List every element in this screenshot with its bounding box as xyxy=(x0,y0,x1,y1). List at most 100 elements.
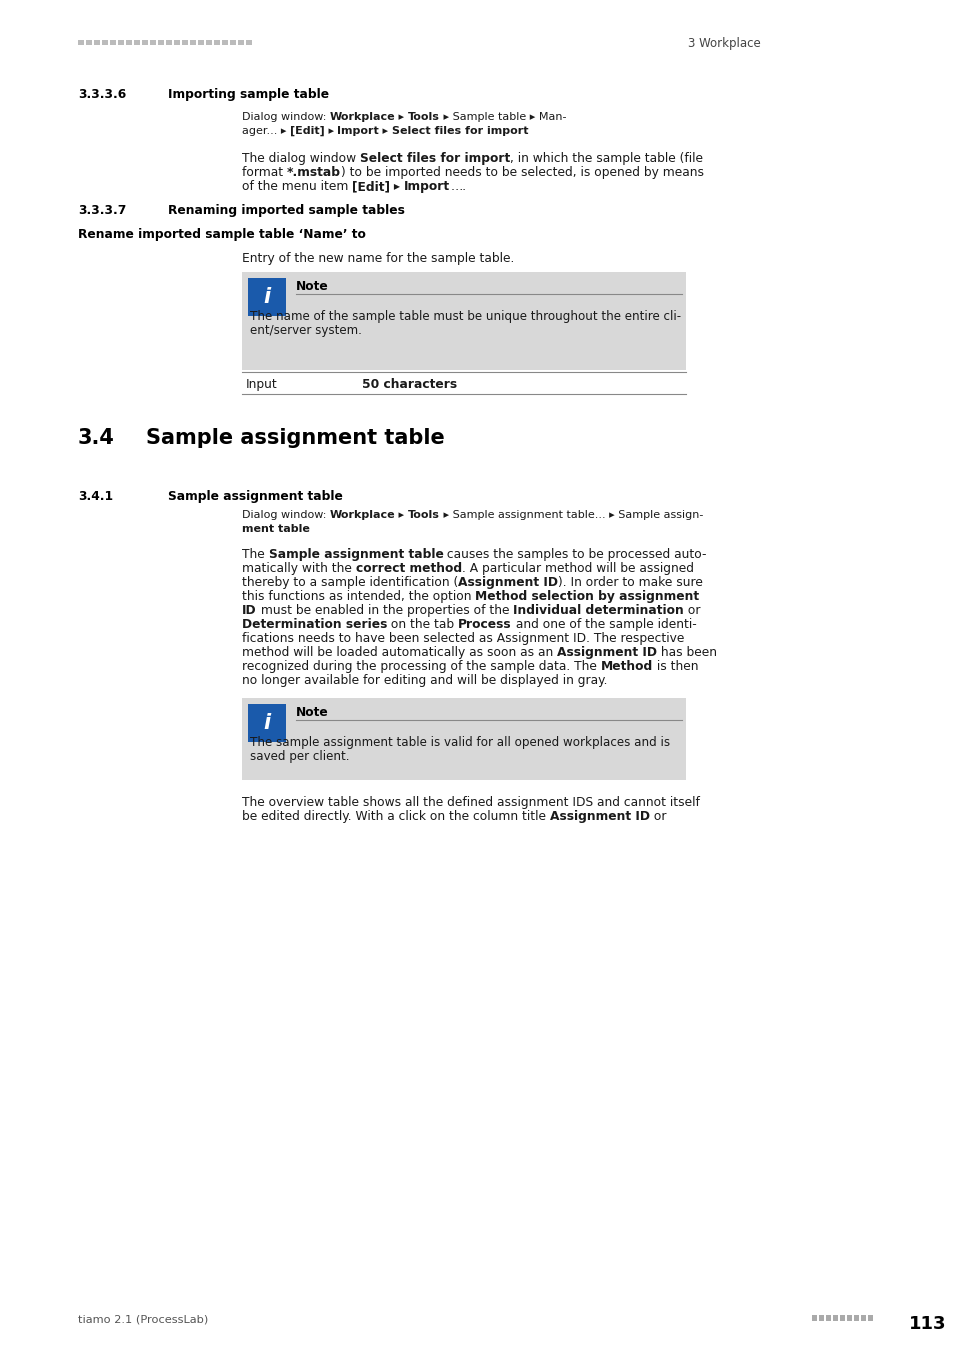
Text: recognized during the processing of the sample data. The: recognized during the processing of the … xyxy=(242,660,600,674)
Bar xyxy=(86,39,91,45)
Text: Tools: Tools xyxy=(408,510,439,520)
Text: i: i xyxy=(263,713,271,733)
Bar xyxy=(832,1315,837,1322)
Text: Entry of the new name for the sample table.: Entry of the new name for the sample tab… xyxy=(242,252,514,265)
Bar xyxy=(206,39,212,45)
Text: ID: ID xyxy=(242,603,256,617)
Bar xyxy=(248,703,286,742)
Bar xyxy=(158,39,164,45)
Text: or: or xyxy=(649,810,666,824)
Text: [Edit]: [Edit] xyxy=(290,126,324,136)
Text: Sample assignment table: Sample assignment table xyxy=(146,428,444,448)
Text: matically with the: matically with the xyxy=(242,562,355,575)
Text: Renaming imported sample tables: Renaming imported sample tables xyxy=(168,204,404,217)
Text: Method: Method xyxy=(600,660,652,674)
Text: correct method: correct method xyxy=(355,562,461,575)
Text: Importing sample table: Importing sample table xyxy=(168,88,329,101)
Text: ▸: ▸ xyxy=(378,126,392,136)
Text: The sample assignment table is valid for all opened workplaces and is: The sample assignment table is valid for… xyxy=(250,736,669,749)
Text: on the tab: on the tab xyxy=(387,618,457,630)
Text: Assignment ID: Assignment ID xyxy=(557,647,657,659)
Text: method will be loaded automatically as soon as an: method will be loaded automatically as s… xyxy=(242,647,557,659)
Text: Input: Input xyxy=(246,378,277,392)
Text: is then: is then xyxy=(652,660,698,674)
Bar xyxy=(94,39,100,45)
Text: ▸ Sample table ▸ Man-: ▸ Sample table ▸ Man- xyxy=(439,112,566,122)
Bar xyxy=(190,39,195,45)
Text: i: i xyxy=(263,288,271,306)
Bar xyxy=(818,1315,823,1322)
Text: ….: …. xyxy=(450,180,466,193)
Text: Process: Process xyxy=(457,618,512,630)
Text: , in which the sample table (file: , in which the sample table (file xyxy=(510,153,702,165)
Text: Note: Note xyxy=(295,706,329,720)
Text: The: The xyxy=(242,548,269,562)
Bar xyxy=(867,1315,872,1322)
Text: or: or xyxy=(683,603,700,617)
Text: . A particular method will be assigned: . A particular method will be assigned xyxy=(461,562,693,575)
Text: Import: Import xyxy=(404,180,450,193)
Text: 3.3.3.7: 3.3.3.7 xyxy=(78,204,126,217)
Text: ager... ▸: ager... ▸ xyxy=(242,126,290,136)
Text: Method selection by assignment: Method selection by assignment xyxy=(475,590,699,603)
Bar xyxy=(222,39,228,45)
Text: Dialog window:: Dialog window: xyxy=(242,112,330,122)
Text: 113: 113 xyxy=(907,1315,945,1332)
Text: must be enabled in the properties of the: must be enabled in the properties of the xyxy=(256,603,513,617)
Bar xyxy=(237,39,244,45)
Bar xyxy=(142,39,148,45)
Text: ▸: ▸ xyxy=(395,510,408,520)
Text: this functions as intended, the option: this functions as intended, the option xyxy=(242,590,475,603)
Bar xyxy=(230,39,235,45)
Text: Tools: Tools xyxy=(408,112,439,122)
Bar xyxy=(853,1315,858,1322)
Bar xyxy=(102,39,108,45)
Text: and one of the sample identi-: and one of the sample identi- xyxy=(512,618,696,630)
Text: Rename imported sample table ‘Name’ to: Rename imported sample table ‘Name’ to xyxy=(78,228,366,242)
Bar xyxy=(213,39,220,45)
Text: ▸: ▸ xyxy=(390,180,404,193)
Bar xyxy=(840,1315,844,1322)
Text: 3.4.1: 3.4.1 xyxy=(78,490,113,504)
Text: format: format xyxy=(242,166,287,180)
Bar xyxy=(110,39,116,45)
Text: ▸: ▸ xyxy=(324,126,337,136)
Text: of the menu item: of the menu item xyxy=(242,180,352,193)
Text: ent/server system.: ent/server system. xyxy=(250,324,361,338)
Text: Sample assignment table: Sample assignment table xyxy=(168,490,342,504)
Text: Assignment ID: Assignment ID xyxy=(549,810,649,824)
Bar xyxy=(173,39,180,45)
Text: 3 Workplace: 3 Workplace xyxy=(687,36,760,50)
Bar xyxy=(242,698,685,780)
Text: saved per client.: saved per client. xyxy=(250,751,349,763)
Text: Determination series: Determination series xyxy=(242,618,387,630)
Text: Assignment ID: Assignment ID xyxy=(457,576,558,589)
Text: 3.3.3.6: 3.3.3.6 xyxy=(78,88,126,101)
Text: causes the samples to be processed auto-: causes the samples to be processed auto- xyxy=(443,548,706,562)
Bar xyxy=(198,39,204,45)
Bar xyxy=(825,1315,830,1322)
Bar xyxy=(811,1315,816,1322)
Text: Individual determination: Individual determination xyxy=(513,603,683,617)
Text: has been: has been xyxy=(657,647,717,659)
Bar xyxy=(861,1315,865,1322)
Bar xyxy=(248,278,286,316)
Text: ▸: ▸ xyxy=(395,112,408,122)
Bar xyxy=(166,39,172,45)
Text: The name of the sample table must be unique throughout the entire cli-: The name of the sample table must be uni… xyxy=(250,310,680,323)
Text: fications needs to have been selected as Assignment ID. The respective: fications needs to have been selected as… xyxy=(242,632,683,645)
Bar xyxy=(133,39,140,45)
Text: 3.4: 3.4 xyxy=(78,428,114,448)
Bar xyxy=(126,39,132,45)
Text: Select files for import: Select files for import xyxy=(392,126,528,136)
Text: thereby to a sample identification (: thereby to a sample identification ( xyxy=(242,576,457,589)
Text: Select files for import: Select files for import xyxy=(359,153,510,165)
Text: Note: Note xyxy=(295,279,329,293)
Text: Import: Import xyxy=(337,126,378,136)
Text: be edited directly. With a click on the column title: be edited directly. With a click on the … xyxy=(242,810,549,824)
Text: *.mstab: *.mstab xyxy=(287,166,340,180)
Text: tiamo 2.1 (ProcessLab): tiamo 2.1 (ProcessLab) xyxy=(78,1315,208,1324)
Bar xyxy=(150,39,156,45)
Text: The overview table shows all the defined assignment IDS and cannot itself: The overview table shows all the defined… xyxy=(242,796,700,809)
Text: ) to be imported needs to be selected, is opened by means: ) to be imported needs to be selected, i… xyxy=(340,166,703,180)
